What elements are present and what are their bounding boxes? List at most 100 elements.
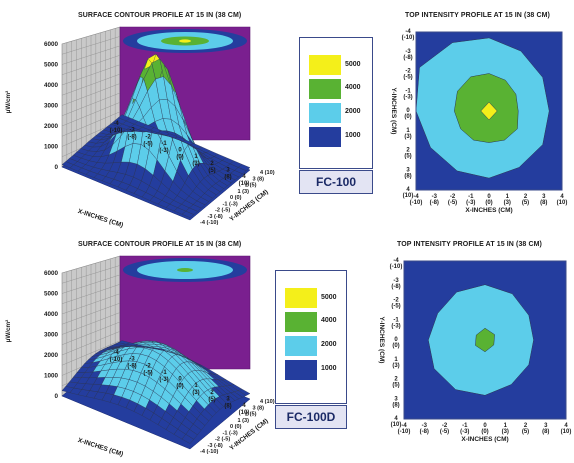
legend-2: 5000 4000 2000 1000: [275, 270, 347, 404]
surface-chart-1: 0 1000 2000 3000 4000 5000 6000 µW/cm² -4(-10) -3…: [5, 26, 275, 229]
heatmap-2-y-tick-cm-7: (8): [392, 402, 399, 408]
heatmap-1-x-tick-cm-2: (-5): [448, 200, 457, 206]
heatmap-2-y-tick-0: -4: [393, 258, 399, 264]
heatmap-1-y-tick-cm-5: (3): [404, 134, 411, 140]
heatmap-1-x-tick-cm-6: (5): [522, 200, 529, 206]
heatmap-2-x-tick-cm-4: (0): [481, 429, 488, 435]
surface-1-y-tick-2: -2 (-5): [215, 208, 230, 214]
heatmap-2-x-tick-cm-1: (-8): [420, 429, 429, 435]
model-label-1: FC-100: [299, 170, 373, 194]
surface-1-z-tick-6000: 6000: [44, 41, 59, 48]
surface-2-x-tick-cm-3: (-3): [159, 377, 168, 383]
heatmap-1-y-tick-1: -3: [405, 49, 411, 55]
surface-2-y-tick-7: 3 (8): [253, 405, 265, 411]
surface-2-x-tick-6: 2: [210, 390, 214, 396]
surface-1-x-tick-0: -4: [113, 121, 119, 127]
surface-1-surface: [61, 53, 251, 218]
surface-1-y-tick-8: 4 (10): [260, 170, 275, 176]
surface-1-x-tick-cm-8: (10): [239, 181, 250, 187]
surface-1-y-tick-5: 1 (3): [238, 189, 250, 195]
heatmap-2-x-tick-cm-5: (3): [502, 429, 509, 435]
surface-chart-1-title: SURFACE CONTOUR PROFILE AT 15 IN (38 CM): [78, 12, 242, 19]
surface-1-z-tick-5000: 5000: [44, 62, 59, 69]
surface-2-ceiling-contour: [123, 258, 247, 282]
heatmap-chart-1-title: TOP INTENSITY PROFILE AT 15 IN (38 CM): [405, 12, 550, 19]
heatmap-1-y-tick-5: 1: [406, 128, 410, 134]
heatmap-2-x-tick-cm-7: (8): [542, 429, 549, 435]
heatmap-1-x-tick-6: 2: [524, 194, 528, 200]
surface-1-x-tick-cm-6: (5): [208, 168, 215, 174]
heatmap-2-x-tick-2: -2: [442, 423, 448, 429]
surface-1-x-tick-cm-0: (-10): [110, 128, 123, 134]
surface-2-z-tick-2000: 2000: [44, 352, 59, 359]
heatmap-1-x-tick-7: 3: [542, 194, 546, 200]
surface-2-x-tick-cm-7: (8): [224, 403, 231, 409]
surface-2-x-tick-8: 4: [242, 403, 246, 409]
heatmap-2-x-tick-cm-0: (-10): [398, 429, 411, 435]
heatmap-2-x-tick-8: 4: [564, 423, 568, 429]
heatmap-2-y-tick-4: 0: [394, 337, 398, 343]
surface-1-x-tick-2: -2: [145, 134, 151, 140]
surface-1-x-tick-cm-4: (0): [176, 155, 183, 161]
heatmap-2-y-tick-1: -3: [393, 278, 399, 284]
surface-2-x-tick-0: -4: [113, 350, 119, 356]
surface-1-x-tick-cm-5: (3): [192, 161, 199, 167]
surface-1-ceiling-contour: [123, 29, 247, 53]
heatmap-1-y-tick-6: 2: [406, 148, 410, 154]
heatmap-2-y-tick-3: -1: [393, 317, 399, 323]
surface-1-x-tick-5: 1: [194, 154, 198, 160]
heatmap-1-x-label: X-INCHES (CM): [465, 207, 512, 214]
surface-chart-2-title: SURFACE CONTOUR PROFILE AT 15 IN (38 CM): [78, 241, 242, 248]
surface-2-x-tick-cm-5: (3): [192, 390, 199, 396]
surface-1-y-tick-4: 0 (0): [230, 195, 242, 201]
surface-2-x-tick-cm-6: (5): [208, 397, 215, 403]
heatmap-1-y-tick-cm-7: (8): [404, 173, 411, 179]
heatmap-2-y-tick-cm-8: (10): [391, 422, 402, 428]
heatmap-2-y-tick-cm-4: (0): [392, 343, 399, 349]
surface-2-x-tick-cm-4: (0): [176, 384, 183, 390]
heatmap-2-y-tick-2: -2: [393, 298, 399, 304]
heatmap-1-x-tick-1: -3: [432, 194, 438, 200]
surface-2-surface: [61, 340, 251, 444]
heatmap-1-x-tick-cm-3: (-3): [466, 200, 475, 206]
surface-1-z-tick-4000: 4000: [44, 82, 59, 89]
heatmap-2-y-tick-cm-1: (-8): [391, 284, 400, 290]
surface-1-y-tick-6: 2 (5): [245, 183, 257, 189]
surface-2-x-tick-cm-2: (-5): [143, 370, 152, 376]
surface-2-y-tick-3: -1 (-3): [223, 430, 238, 436]
heatmap-1-contour-5000: [480, 101, 498, 121]
heatmap-2-x-tick-6: 2: [524, 423, 528, 429]
surface-2-z-tick-5000: 5000: [44, 291, 59, 298]
heatmap-1-x-tick-cm-4: (0): [485, 200, 492, 206]
surface-1-z-label: µW/cm²: [5, 91, 12, 114]
legend-2-label-2000: 2000: [321, 341, 337, 348]
heatmap-1-x-tick-cm-1: (-8): [430, 200, 439, 206]
heatmap-1-x-tick-8: 4: [560, 194, 564, 200]
surface-2-x-tick-cm-8: (10): [239, 410, 250, 416]
heatmap-1-y-tick-2: -2: [405, 69, 411, 75]
heatmap-1-y-tick-cm-1: (-8): [403, 55, 412, 61]
heatmap-2-y-tick-cm-5: (3): [392, 363, 399, 369]
surface-2-x-tick-cm-0: (-10): [110, 357, 123, 363]
legend-1-swatch-1000: [309, 127, 341, 147]
legend-1: 5000 4000 2000 1000: [299, 37, 373, 169]
heatmap-1-plot-border: [415, 31, 563, 191]
heatmap-1-x-tick-0: -4: [413, 194, 419, 200]
heatmap-chart-1: -4(-10)-3(-8)-2(-5)-1(-3)0(0)1(3)2(5)3(8…: [390, 29, 567, 214]
surface-2-ceiling-level-4000: [177, 268, 193, 272]
heatmap-2-y-tick-5: 1: [394, 357, 398, 363]
heatmap-1-x-tick-cm-7: (8): [540, 200, 547, 206]
surface-1-x-tick-cm-3: (-3): [159, 148, 168, 154]
heatmap-2-x-tick-5: 1: [504, 423, 508, 429]
surface-1-x-label: X-INCHES (CM): [77, 208, 124, 229]
surface-2-z-label: µW/cm²: [5, 320, 12, 343]
surface-2-y-tick-0: -4 (-10): [200, 449, 218, 455]
surface-2-x-tick-1: -3: [129, 357, 135, 363]
heatmap-1-x-tick-3: -1: [468, 194, 474, 200]
legend-2-swatch-5000: [285, 288, 317, 308]
heatmap-1-y-tick-cm-3: (-3): [403, 94, 412, 100]
surface-2-z-tick-1000: 1000: [44, 373, 59, 380]
heatmap-1-y-tick-cm-2: (-5): [403, 75, 412, 81]
heatmap-2-y-tick-cm-6: (5): [392, 383, 399, 389]
surface-1-x-tick-cm-1: (-8): [127, 135, 136, 141]
